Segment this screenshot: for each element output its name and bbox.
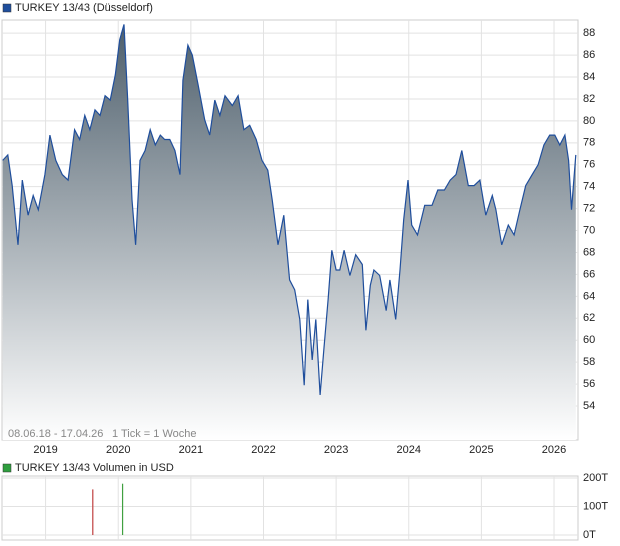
x-tick-label: 2024 bbox=[397, 444, 421, 456]
x-tick-label: 2020 bbox=[106, 444, 130, 456]
y-tick-label: 78 bbox=[583, 137, 595, 149]
y-tick-label: 76 bbox=[583, 159, 595, 171]
y-tick-label: 74 bbox=[583, 181, 595, 193]
x-tick-label: 2025 bbox=[469, 444, 493, 456]
x-tick-label: 2023 bbox=[324, 444, 348, 456]
y-tick-label: 60 bbox=[583, 334, 595, 346]
legend-swatch bbox=[2, 3, 12, 13]
y-tick-label: 56 bbox=[583, 378, 595, 390]
legend-swatch bbox=[2, 463, 12, 473]
area-fill bbox=[2, 24, 576, 441]
y-tick-label: 70 bbox=[583, 224, 595, 236]
y-tick-label: 200T bbox=[583, 472, 608, 484]
y-tick-label: 72 bbox=[583, 203, 595, 215]
volume-bar bbox=[121, 483, 124, 536]
x-tick-label: 2021 bbox=[179, 444, 203, 456]
y-tick-label: 0T bbox=[583, 529, 596, 541]
y-tick-label: 88 bbox=[583, 27, 595, 39]
y-tick-label: 66 bbox=[583, 268, 595, 280]
y-tick-label: 54 bbox=[583, 400, 595, 412]
y-tick-label: 82 bbox=[583, 93, 595, 105]
y-tick-label: 62 bbox=[583, 312, 595, 324]
volume-bar bbox=[92, 489, 94, 536]
price-line bbox=[2, 24, 577, 396]
x-tick-label: 2026 bbox=[542, 444, 566, 456]
y-tick-label: 84 bbox=[583, 71, 595, 83]
y-tick-label: 80 bbox=[583, 115, 595, 127]
y-tick-label: 68 bbox=[583, 246, 595, 258]
y-tick-label: 100T bbox=[583, 500, 608, 512]
x-tick-label: 2019 bbox=[33, 444, 57, 456]
y-tick-label: 58 bbox=[583, 356, 595, 368]
x-tick-label: 2022 bbox=[251, 444, 275, 456]
plot-area bbox=[1, 475, 579, 541]
y-tick-label: 86 bbox=[583, 49, 595, 61]
tick-note: 1 Tick = 1 Woche bbox=[112, 428, 196, 440]
date-range: 08.06.18 - 17.04.26 bbox=[8, 428, 103, 440]
legend-label: TURKEY 13/43 (Düsseldorf) bbox=[15, 2, 153, 14]
legend-label: TURKEY 13/43 Volumen in USD bbox=[15, 462, 174, 474]
y-tick-label: 64 bbox=[583, 290, 595, 302]
